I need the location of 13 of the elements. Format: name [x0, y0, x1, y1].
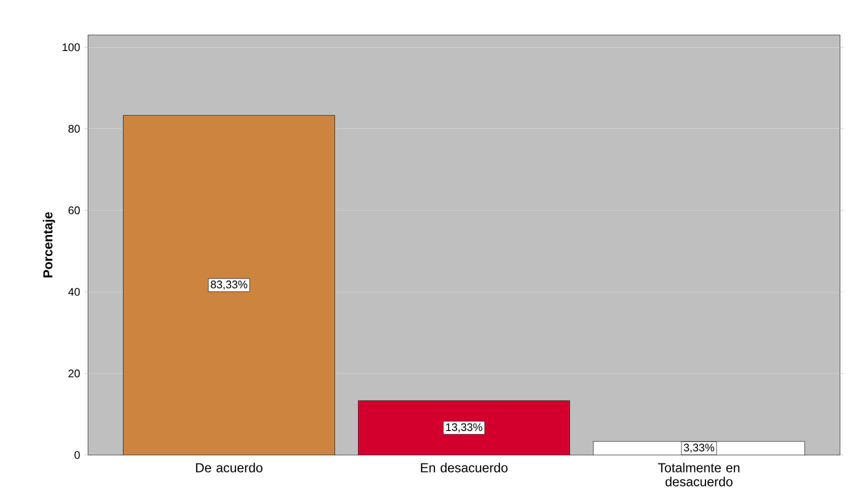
y-tick-label: 40: [68, 288, 80, 296]
y-tick-label: 100: [62, 43, 80, 52]
y-tick-label: 0: [74, 451, 80, 459]
x-tick-label: En desacuerdo: [420, 462, 508, 472]
y-tick-label: 20: [68, 370, 80, 378]
data-label: 83,33%: [210, 280, 248, 290]
data-label: 3,33%: [684, 444, 714, 453]
x-tick-label: De acuerdo: [196, 462, 262, 472]
data-label: 13,33%: [446, 423, 482, 432]
y-tick-label: 60: [68, 206, 80, 214]
y-axis-title: Porcentaje: [42, 212, 56, 278]
x-tick-label: Totalmente en desacuerdo: [658, 462, 740, 486]
y-tick-label: 80: [68, 124, 80, 133]
